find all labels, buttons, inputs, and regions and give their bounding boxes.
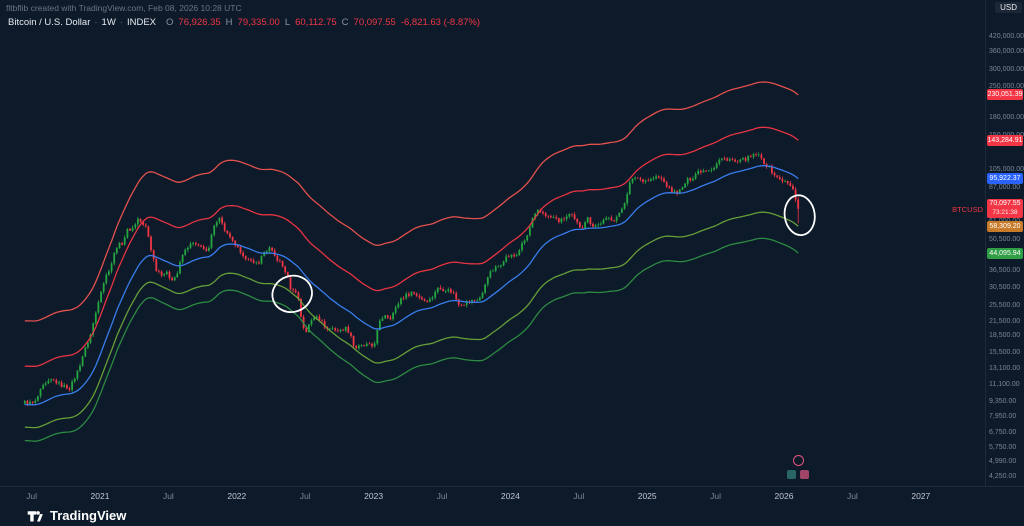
- ohlc-letter: O: [166, 17, 174, 28]
- time-label-jul[interactable]: Jul: [299, 491, 311, 501]
- price-tick: 50,500.00: [989, 236, 1021, 244]
- time-label-jul[interactable]: Jul: [162, 491, 174, 501]
- time-label-jul[interactable]: Jul: [846, 491, 858, 501]
- price-axis[interactable]: USD 420,000.00 360,000.00 300,000.00 250,00…: [985, 0, 1024, 486]
- price-tick: 4,990.00: [989, 457, 1017, 465]
- time-label-2024[interactable]: 2024: [500, 491, 520, 501]
- change-value: -6,821.63 (-8.87%): [400, 17, 481, 28]
- price-tick: 5,750.00: [989, 444, 1017, 452]
- price-tick: 18,500.00: [989, 332, 1021, 340]
- candles-down-bodies: [26, 154, 800, 404]
- tradingview-logo-text: TradingView: [50, 508, 127, 523]
- last-price-value: 70,097.55: [989, 200, 1021, 208]
- time-label-jul[interactable]: Jul: [710, 491, 722, 501]
- price-tick: 21,500.00: [989, 317, 1021, 325]
- price-tick: 13,100.00: [989, 365, 1021, 373]
- upper-band-2-line[interactable]: [24, 81, 799, 322]
- ohlc-values: O 76,926.35 H 79,335.00 L 60,112.75 C 70,097.55…: [166, 17, 480, 28]
- time-label-2021[interactable]: 2021: [90, 491, 110, 501]
- ellipse-drawing-2[interactable]: [782, 193, 817, 237]
- price-tick: 105,000.00: [989, 166, 1024, 174]
- time-label-2023[interactable]: 2023: [364, 491, 384, 501]
- price-tick: 9,350.00: [989, 397, 1017, 405]
- ohlc-value: 79,335.00: [237, 17, 280, 28]
- price-tick: 4,250.00: [989, 473, 1017, 480]
- price-tick: 7,950.00: [989, 413, 1017, 421]
- last-price-badge: 70,097.55 73:21:38: [987, 199, 1023, 219]
- annotation-sticker-3[interactable]: [800, 470, 809, 479]
- separator-dot: ·: [94, 17, 98, 28]
- time-label-jul[interactable]: Jul: [573, 491, 585, 501]
- ohlc-value: 76,926.35: [178, 17, 221, 28]
- ellipse-drawing-1[interactable]: [268, 271, 317, 318]
- price-tick: 11,100.00: [989, 381, 1020, 389]
- time-axis[interactable]: Jul 2021 Jul 2022 Jul 2023 Jul 2024 Jul 2025 Jul 20…: [0, 486, 1024, 507]
- price-tick: 25,500.00: [989, 301, 1021, 309]
- price-tick: 300,000.00: [989, 65, 1024, 73]
- lower-band-2-line[interactable]: [24, 237, 799, 442]
- separator-dot: ·: [119, 17, 123, 28]
- upper-band-1-value: 143,284.91: [987, 134, 1023, 146]
- symbol-info-bar[interactable]: Bitcoin / U.S. Dollar · 1W · INDEX O 76,9…: [8, 17, 480, 28]
- annotation-sticker-2[interactable]: [787, 470, 796, 479]
- symbol-title[interactable]: Bitcoin / U.S. Dollar: [8, 17, 91, 28]
- price-tick: 180,000.00: [989, 114, 1024, 122]
- ohlc-letter: L: [284, 17, 291, 28]
- upper-band-1-line[interactable]: [24, 126, 799, 367]
- tradingview-logo[interactable]: TradingView: [26, 507, 126, 524]
- mid-band-value: 95,922.37: [987, 173, 1023, 185]
- price-tick: 250,000.00: [989, 83, 1024, 90]
- price-tick: 360,000.00: [989, 48, 1024, 56]
- annotation-sticker-1[interactable]: [793, 455, 804, 466]
- currency-unit-button[interactable]: USD: [995, 2, 1022, 13]
- ohlc-letter: H: [225, 17, 233, 28]
- lower-band-2-value: 44,095.94: [987, 247, 1023, 259]
- watermark-text: fltbflib created with TradingView.com, F…: [6, 3, 242, 13]
- bar-countdown: 73:21:38: [992, 209, 1018, 217]
- ohlc-value: 70,097.55: [353, 17, 396, 28]
- time-label-2025[interactable]: 2025: [637, 491, 657, 501]
- price-tick: 420,000.00: [989, 33, 1024, 41]
- time-label-2022[interactable]: 2022: [227, 491, 247, 501]
- time-label-jul[interactable]: Jul: [26, 491, 38, 501]
- exchange-label: INDEX: [126, 17, 157, 28]
- ohlc-letter: C: [341, 17, 349, 28]
- tradingview-logo-icon: [26, 507, 43, 524]
- price-tick: 6,750.00: [989, 428, 1017, 436]
- time-label-2026[interactable]: 2026: [774, 491, 794, 501]
- price-tick: 36,500.00: [989, 267, 1021, 275]
- time-label-jul[interactable]: Jul: [436, 491, 448, 501]
- ohlc-value: 60,112.75: [295, 17, 337, 28]
- price-tick: 87,000.00: [989, 184, 1021, 192]
- upper-band-2-value: 230,051.39: [987, 89, 1023, 101]
- price-tick: 15,500.00: [989, 349, 1021, 357]
- interval-label[interactable]: 1W: [101, 17, 116, 28]
- bottom-bar: TradingView: [0, 506, 1024, 526]
- price-tick: 30,500.00: [989, 284, 1021, 292]
- symbol-price-label: BTCUSD: [952, 204, 983, 214]
- time-label-2027[interactable]: 2027: [911, 491, 931, 501]
- lower-band-1-value: 58,309.20: [987, 220, 1023, 232]
- chart-pane[interactable]: [0, 0, 985, 486]
- lower-band-1-line[interactable]: [24, 211, 799, 429]
- mid-band-line[interactable]: [24, 165, 799, 406]
